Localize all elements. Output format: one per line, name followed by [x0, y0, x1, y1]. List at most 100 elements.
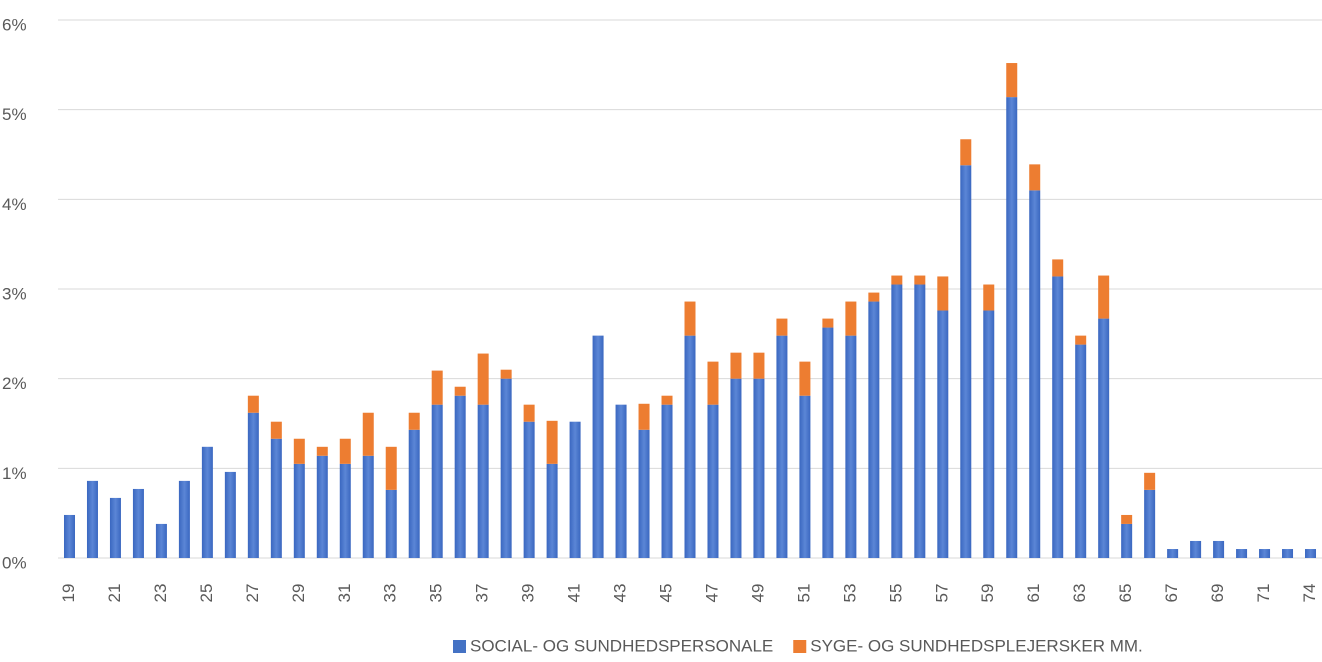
bar-segment [385, 446, 397, 490]
x-tick-label: 33 [381, 584, 400, 603]
bar-segment [638, 403, 650, 430]
bar-segment [362, 455, 374, 558]
bar-segment [822, 318, 834, 328]
bar-segment [500, 369, 512, 379]
x-tick-label: 35 [427, 584, 446, 603]
y-tick-label: 4% [2, 195, 27, 214]
bar-segment [799, 361, 811, 396]
bar-segment [178, 480, 190, 558]
bar-segment [1144, 489, 1156, 558]
bar-segment [86, 480, 98, 558]
x-tick-label: 23 [151, 584, 170, 603]
legend-label: SOCIAL- OG SUNDHEDSPERSONALE [470, 636, 773, 655]
x-tick-label: 69 [1208, 584, 1227, 603]
bar-segment [730, 352, 742, 379]
legend-swatch [453, 640, 466, 653]
bar-segment [431, 404, 443, 558]
bar-segment [1075, 344, 1087, 558]
bar-segment [615, 404, 627, 558]
bar-segment [477, 404, 489, 558]
bar-segment [1282, 549, 1294, 558]
bar-segment [1213, 540, 1225, 558]
bar-segment [1052, 259, 1064, 277]
bar-segment [753, 352, 765, 379]
bar-segment [523, 404, 535, 422]
bar-segment [155, 523, 167, 558]
bar-segment [477, 353, 489, 405]
x-tick-label: 71 [1254, 584, 1273, 603]
bar-segment [546, 420, 558, 464]
bar-segment [868, 301, 880, 558]
y-tick-label: 3% [2, 284, 27, 303]
bar-segment [1098, 275, 1110, 319]
bar-segment [109, 497, 121, 558]
bar-segment [845, 335, 857, 558]
bar-segment [1098, 318, 1110, 558]
x-tick-label: 45 [657, 584, 676, 603]
bar-segment [454, 386, 466, 396]
bar-segment [707, 404, 719, 558]
bar-segment [937, 310, 949, 558]
x-tick-label: 59 [978, 584, 997, 603]
bar-segment [822, 327, 834, 558]
bar-segment [1167, 549, 1179, 558]
bar-segment [661, 404, 673, 558]
x-tick-label: 41 [565, 584, 584, 603]
x-tick-label: 63 [1070, 584, 1089, 603]
bar-segment [63, 514, 75, 558]
x-tick-label: 39 [519, 584, 538, 603]
legend-label: SYGE- OG SUNDHEDSPLEJERSKER MM. [810, 636, 1143, 655]
bar-segment [868, 292, 880, 302]
x-tick-label: 27 [243, 584, 262, 603]
bar-segment [638, 429, 650, 558]
x-tick-label: 47 [702, 584, 721, 603]
bar-segment [247, 412, 259, 558]
bar-segment [1144, 472, 1156, 490]
bar-segment [937, 276, 949, 311]
x-tick-label: 49 [748, 584, 767, 603]
bar-segment [960, 139, 972, 166]
x-tick-label: 57 [932, 584, 951, 603]
bar-segment [293, 438, 305, 464]
bar-segment [454, 395, 466, 558]
bar-segment [776, 335, 788, 558]
x-tick-label: 61 [1024, 584, 1043, 603]
x-tick-label: 53 [840, 584, 859, 603]
x-tick-label: 31 [335, 584, 354, 603]
bar-segment [661, 395, 673, 405]
bar-segment [891, 275, 903, 285]
bar-segment [362, 412, 374, 456]
bar-segment [960, 165, 972, 558]
y-tick-label: 6% [2, 15, 27, 34]
y-tick-label: 2% [2, 374, 27, 393]
bar-segment [1121, 523, 1133, 558]
x-tick-label: 67 [1162, 584, 1181, 603]
bar-segment [1029, 164, 1041, 191]
bar-segment [730, 378, 742, 558]
bar-segment [316, 446, 328, 456]
x-tick-label: 37 [473, 584, 492, 603]
bar-segment [1259, 549, 1271, 558]
bar-segment [707, 361, 719, 405]
bar-segment [1075, 335, 1087, 345]
bar-segment [247, 395, 259, 413]
x-tick-label: 29 [289, 584, 308, 603]
bar-segment [983, 284, 995, 311]
x-tick-label: 43 [611, 584, 630, 603]
bar-segment [270, 421, 282, 439]
legend-swatch [793, 640, 807, 653]
bar-segment [523, 421, 535, 558]
bar-segment [1236, 549, 1248, 558]
bar-segment [592, 335, 604, 558]
x-tick-label: 55 [886, 584, 905, 603]
bar-segment [408, 429, 420, 558]
bar-segment [684, 335, 696, 558]
x-tick-label: 25 [197, 584, 216, 603]
y-tick-label: 5% [2, 105, 27, 124]
bar-segment [270, 438, 282, 558]
bar-segment [408, 412, 420, 430]
bar-segment [1052, 276, 1064, 558]
bar-segment [224, 471, 236, 558]
bar-segment [1006, 63, 1018, 98]
